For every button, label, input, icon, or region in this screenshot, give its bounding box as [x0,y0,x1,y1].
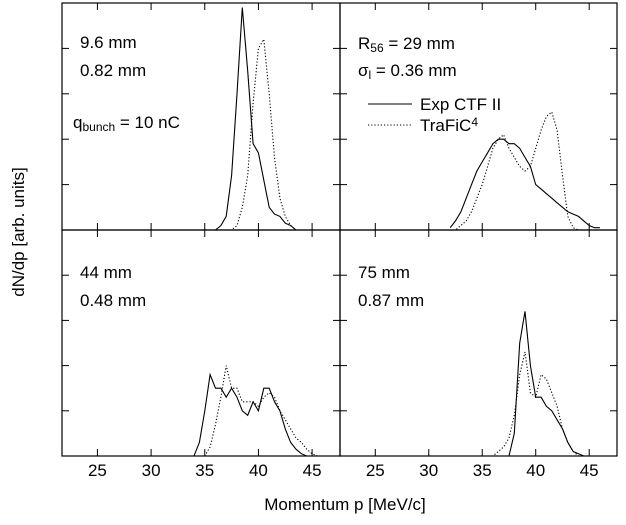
annotation-part: 9.6 mm [80,33,137,52]
annotation-part: 75 mm [358,263,410,282]
x-tick-label: 25 [88,461,107,480]
x-tick-label: 40 [526,461,545,480]
annotation: 0.82 mm [80,61,146,80]
x-tick-label: 45 [303,461,322,480]
annotation-part: 44 mm [80,263,132,282]
annotation-part: 0.82 mm [80,61,146,80]
annotation-part: 56 [370,41,384,55]
x-tick-label: 45 [580,461,599,480]
annotation-part: q [73,113,82,132]
legend-label: TraFiC4 [420,115,478,135]
annotation: R56 = 29 mm [358,34,455,55]
annotation-part: 0.87 mm [358,291,424,310]
data-line [172,365,323,457]
annotation-part: = 0.36 mm [371,61,457,80]
data-line [449,138,600,229]
data-line [450,111,600,231]
annotation: σl = 0.36 mm [358,61,457,82]
annotation: 9.6 mm [80,33,137,52]
data-line [172,7,323,231]
legend-label-part: 4 [471,115,478,129]
legend-label-part: Exp CTF II [420,95,501,114]
legend-label-part: TraFiC [420,116,471,135]
annotation-part: l [369,68,372,82]
annotation: 44 mm [80,263,132,282]
x-tick-label: 30 [142,461,161,480]
x-tick-label: 40 [249,461,268,480]
annotation: qbunch = 10 nC [73,113,180,134]
annotation-part: = 29 mm [384,34,455,53]
legend-label: Exp CTF II [420,95,501,114]
data-line [172,372,323,457]
annotation-part: = 10 nC [115,113,180,132]
annotation: 75 mm [358,263,410,282]
x-axis-label: Momentum p [MeV/c] [264,495,426,514]
data-line [450,311,600,457]
data-line [450,351,600,457]
annotation-part: R [358,34,370,53]
x-tick-label: 35 [195,461,214,480]
annotation: 0.48 mm [80,291,146,310]
annotation: 0.87 mm [358,291,424,310]
x-tick-label: 35 [473,461,492,480]
annotation-part: σ [358,61,369,80]
panel-frame [339,2,618,231]
annotation-part: bunch [82,120,115,134]
annotation-part: 0.48 mm [80,291,146,310]
x-tick-label: 25 [366,461,385,480]
x-tick-label: 30 [419,461,438,480]
y-axis-label: dN/dp [arb. units] [9,167,28,296]
